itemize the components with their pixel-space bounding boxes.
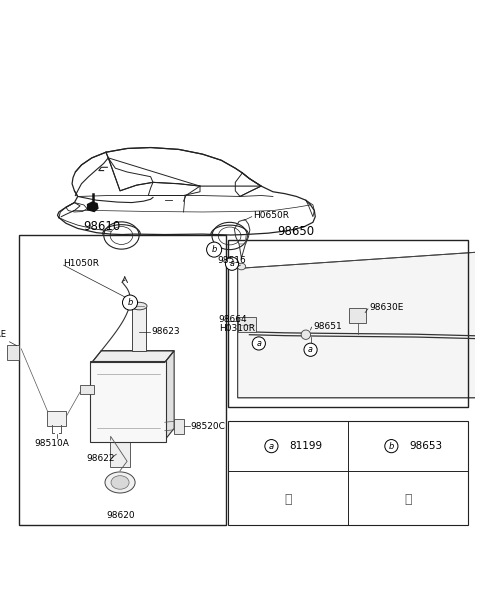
Text: a: a <box>308 345 313 354</box>
Polygon shape <box>165 351 174 440</box>
Text: 98623: 98623 <box>151 328 180 337</box>
Ellipse shape <box>237 263 246 270</box>
Text: b: b <box>212 245 217 254</box>
FancyBboxPatch shape <box>47 411 66 426</box>
Circle shape <box>385 440 398 453</box>
Text: 🔩: 🔩 <box>285 493 292 507</box>
Ellipse shape <box>132 303 147 310</box>
Ellipse shape <box>105 472 135 493</box>
Text: 98516: 98516 <box>217 256 246 265</box>
FancyBboxPatch shape <box>7 344 19 359</box>
Text: b: b <box>127 298 132 307</box>
FancyBboxPatch shape <box>110 439 131 467</box>
Text: 98510A: 98510A <box>35 440 69 448</box>
FancyBboxPatch shape <box>228 422 468 525</box>
Text: 98651: 98651 <box>313 322 342 331</box>
Text: 98520C: 98520C <box>191 422 226 431</box>
Text: 98630E: 98630E <box>370 303 404 312</box>
FancyBboxPatch shape <box>80 385 94 394</box>
Text: 98620: 98620 <box>107 511 135 520</box>
FancyBboxPatch shape <box>238 316 256 332</box>
Circle shape <box>252 337 265 350</box>
Circle shape <box>122 295 138 310</box>
Circle shape <box>226 257 239 270</box>
Text: H1050R: H1050R <box>63 259 100 269</box>
Polygon shape <box>87 202 98 212</box>
Text: b: b <box>389 442 394 451</box>
FancyBboxPatch shape <box>132 306 146 351</box>
Polygon shape <box>92 351 174 362</box>
Text: a: a <box>256 339 261 348</box>
Text: 98664: 98664 <box>219 315 248 325</box>
Text: 81199: 81199 <box>289 441 323 451</box>
Circle shape <box>206 242 222 257</box>
FancyBboxPatch shape <box>174 419 184 434</box>
Circle shape <box>301 330 311 340</box>
Text: 1125AE: 1125AE <box>0 331 6 340</box>
FancyBboxPatch shape <box>349 308 366 323</box>
Text: 98622: 98622 <box>87 454 115 463</box>
Polygon shape <box>238 249 480 398</box>
Text: a: a <box>229 259 234 269</box>
Text: a: a <box>269 442 274 451</box>
Circle shape <box>265 440 278 453</box>
Text: 🔗: 🔗 <box>405 493 412 507</box>
Text: H0310R: H0310R <box>219 324 255 333</box>
Circle shape <box>304 343 317 356</box>
Text: 98650: 98650 <box>277 225 314 238</box>
Text: 98610: 98610 <box>83 220 120 233</box>
Text: H0650R: H0650R <box>253 211 289 220</box>
Text: 98653: 98653 <box>409 441 443 451</box>
Ellipse shape <box>111 475 129 489</box>
FancyBboxPatch shape <box>90 361 166 441</box>
